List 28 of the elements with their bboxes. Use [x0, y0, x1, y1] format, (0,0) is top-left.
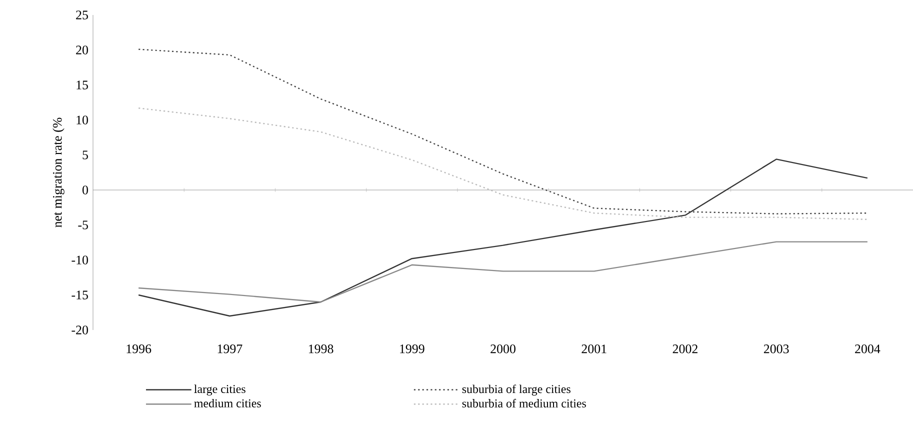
legend-label: suburbia of large cities [462, 384, 570, 396]
y-tick-label: -15 [72, 290, 88, 300]
y-tick-label: 5 [82, 150, 88, 160]
x-tick-label: 1998 [308, 344, 334, 354]
x-tick-label: 1996 [126, 344, 152, 354]
line-series [138, 48, 868, 214]
line-series [138, 241, 868, 303]
y-tick-label: 25 [76, 10, 88, 20]
line-series [138, 108, 868, 220]
y-tick-label: 0 [82, 186, 88, 194]
y-tick-label: -20 [72, 326, 88, 334]
x-tick-label: 2004 [855, 344, 880, 354]
y-tick-label: -5 [78, 220, 88, 230]
legend-label: suburbia of medium cities [462, 398, 586, 408]
x-tick-label: 2003 [764, 344, 789, 354]
line-series [138, 158, 868, 317]
x-tick-label: 1997 [218, 344, 242, 354]
x-tick-label: 2000 [490, 344, 516, 354]
y-tick-label: 15 [76, 80, 88, 90]
x-tick-label: 1999 [400, 344, 424, 354]
legend-label: medium cities [194, 398, 261, 408]
y-tick-label: 10 [76, 116, 88, 124]
x-tick-label: 2002 [672, 344, 698, 354]
legend-label: large cities [194, 384, 246, 396]
y-axis-title: net migration rate (% [52, 118, 64, 228]
y-tick-label: -10 [72, 256, 88, 264]
y-tick-label: 20 [76, 46, 88, 54]
x-tick-label: 2001 [582, 344, 606, 354]
